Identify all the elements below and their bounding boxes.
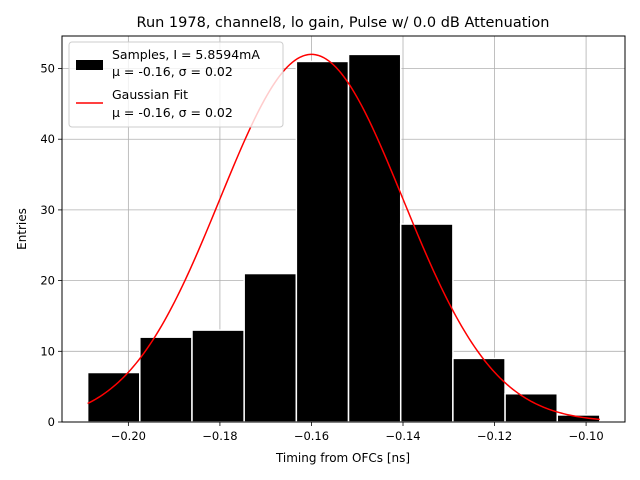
x-tick-label-1: −0.18 (202, 429, 237, 443)
y-tick-label-2: 20 (40, 274, 55, 288)
y-tick-label-0: 0 (48, 415, 55, 429)
legend-samples-stats: μ = -0.16, σ = 0.02 (112, 64, 233, 79)
y-tick-label-4: 40 (40, 132, 55, 146)
y-tick-label-3: 30 (40, 203, 55, 217)
legend: Samples, I = 5.8594mA μ = -0.16, σ = 0.0… (68, 41, 284, 128)
histogram-bar-3 (243, 272, 298, 423)
x-axis-label: Timing from OFCs [ns] (275, 451, 410, 465)
legend-fit-label: Gaussian Fit (112, 87, 188, 102)
legend-box (68, 41, 284, 128)
x-tick-label-2: −0.16 (294, 429, 329, 443)
histogram-bar-8 (504, 392, 559, 423)
chart-title: Run 1978, channel8, lo gain, Pulse w/ 0.… (137, 15, 550, 31)
y-axis-label: Entries (15, 208, 29, 250)
histogram-bar-7 (452, 357, 506, 423)
fit-curve-group (87, 53, 600, 421)
y-tick-label-1: 10 (40, 344, 55, 358)
plot-frame (61, 35, 626, 423)
legend-samples-swatch (76, 60, 103, 70)
gaussian-fit-curve (87, 53, 600, 421)
y-axis-ticks: 0 10 20 30 40 50 (40, 62, 62, 429)
legend-fit-stats: μ = -0.16, σ = 0.02 (112, 105, 233, 120)
x-tick-label-3: −0.14 (385, 429, 420, 443)
histogram-bar-2 (191, 329, 245, 423)
histogram-bar-6 (399, 223, 454, 423)
legend-samples-label: Samples, I = 5.8594mA (112, 47, 260, 62)
histogram-bar-5 (347, 53, 402, 423)
x-axis-ticks: −0.20 −0.18 −0.16 −0.14 −0.12 −0.10 (111, 422, 604, 443)
x-tick-label-5: −0.10 (568, 429, 603, 443)
histogram-bar-1 (139, 336, 193, 423)
histogram-bar-4 (295, 60, 350, 423)
histogram-bar-0 (86, 371, 141, 423)
y-tick-label-5: 50 (40, 62, 55, 76)
x-tick-label-0: −0.20 (111, 429, 146, 443)
x-tick-label-4: −0.12 (477, 429, 512, 443)
